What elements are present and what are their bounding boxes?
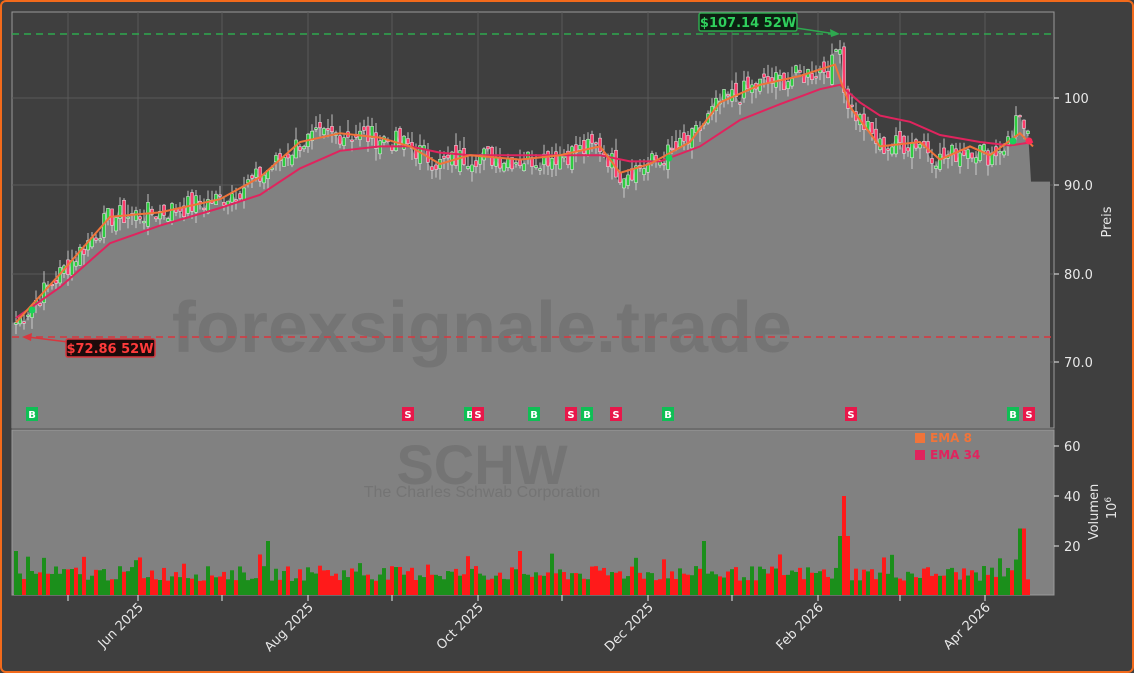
signal-label: B [583,410,591,421]
buy-signal-marker [1007,407,1019,421]
signal-label: S [474,410,481,421]
volume-tick: 60 [1064,440,1081,455]
volume-bars [14,496,1030,595]
volume-tick: 40 [1064,490,1081,505]
price-axis-label: Preis [1100,206,1115,237]
legend-swatch-ema8 [915,433,925,443]
price-area [12,49,1050,428]
low-52w-badge [65,338,156,358]
buy-signal-marker [581,407,593,421]
signal-label: B [664,410,672,421]
legend-label-ema34: EMA 34 [930,448,980,462]
high-52w-label: $107.14 52W [700,16,796,31]
signal-label: S [404,410,411,421]
buy-signal-marker [662,407,674,421]
x-tick-label: Dec 2025 [602,600,657,655]
buy-signal-marker [26,407,38,421]
cross-dot-buy [665,154,673,162]
x-tick-label: Oct 2025 [434,600,487,653]
legend-label-ema8: EMA 8 [930,431,972,445]
volume-multiplier: 106 [1104,497,1120,520]
volume-axis-label: Volumen [1087,484,1102,541]
cross-dot-buy [1009,137,1017,145]
signal-label: B [530,410,538,421]
signal-label: B [1009,410,1017,421]
volume-axis: 60 40 20 Volumen 106 [1054,440,1120,555]
ema8-line [15,63,1034,324]
high-arrow [795,27,837,35]
signal-label: B [28,410,36,421]
price-tick: 70.0 [1064,356,1093,371]
legend-swatch-ema34 [915,450,925,460]
price-tick: 80.0 [1064,268,1093,283]
company-watermark-text: The Charles Schwab Corporation [364,484,601,501]
sell-signal-marker [402,407,414,421]
low-52w-label: $72.86 52W [66,342,153,357]
signal-label: S [1025,410,1032,421]
ticker-watermark: SCHW The Charles Schwab Corporation [364,433,601,501]
low-arrow-head-icon [22,333,32,341]
signal-label: S [567,410,574,421]
sell-signal-marker [1023,407,1035,421]
cross-dot-sell [1025,137,1033,145]
signal-label: S [612,410,619,421]
sell-signal-marker [565,407,577,421]
x-tick-label: Feb 2026 [774,600,827,653]
sell-signal-marker [610,407,622,421]
buy-signal-marker [528,407,540,421]
x-tick-label: Apr 2026 [941,600,994,653]
volume-tick: 20 [1064,540,1081,555]
cross-dot-buy [28,306,36,314]
x-axis: Jun 2025 Aug 2025 Oct 2025 Dec 2025 Feb 2026… [67,595,994,655]
price-axis: 100 90.0 80.0 70.0 Preis [1054,92,1115,371]
signal-label: B [466,410,474,421]
price-tick: 100 [1064,92,1089,107]
x-tick-label: Jun 2025 [95,600,147,652]
sell-signal-marker [472,407,484,421]
watermark-text: forexsignale.trade [172,288,792,368]
high-52w-badge [698,12,798,32]
watermark: forexsignale.trade [172,288,792,368]
ticker-watermark-text: SCHW [396,433,567,496]
price-tick: 90.0 [1064,179,1093,194]
x-tick-label: Aug 2025 [262,600,317,655]
low-arrow [27,336,69,343]
high-arrow-head-icon [830,29,840,37]
legend: EMA 8 EMA 34 [915,431,980,462]
signal-label: S [847,410,854,421]
ema34-line [15,83,1034,319]
sell-signal-marker [845,407,857,421]
